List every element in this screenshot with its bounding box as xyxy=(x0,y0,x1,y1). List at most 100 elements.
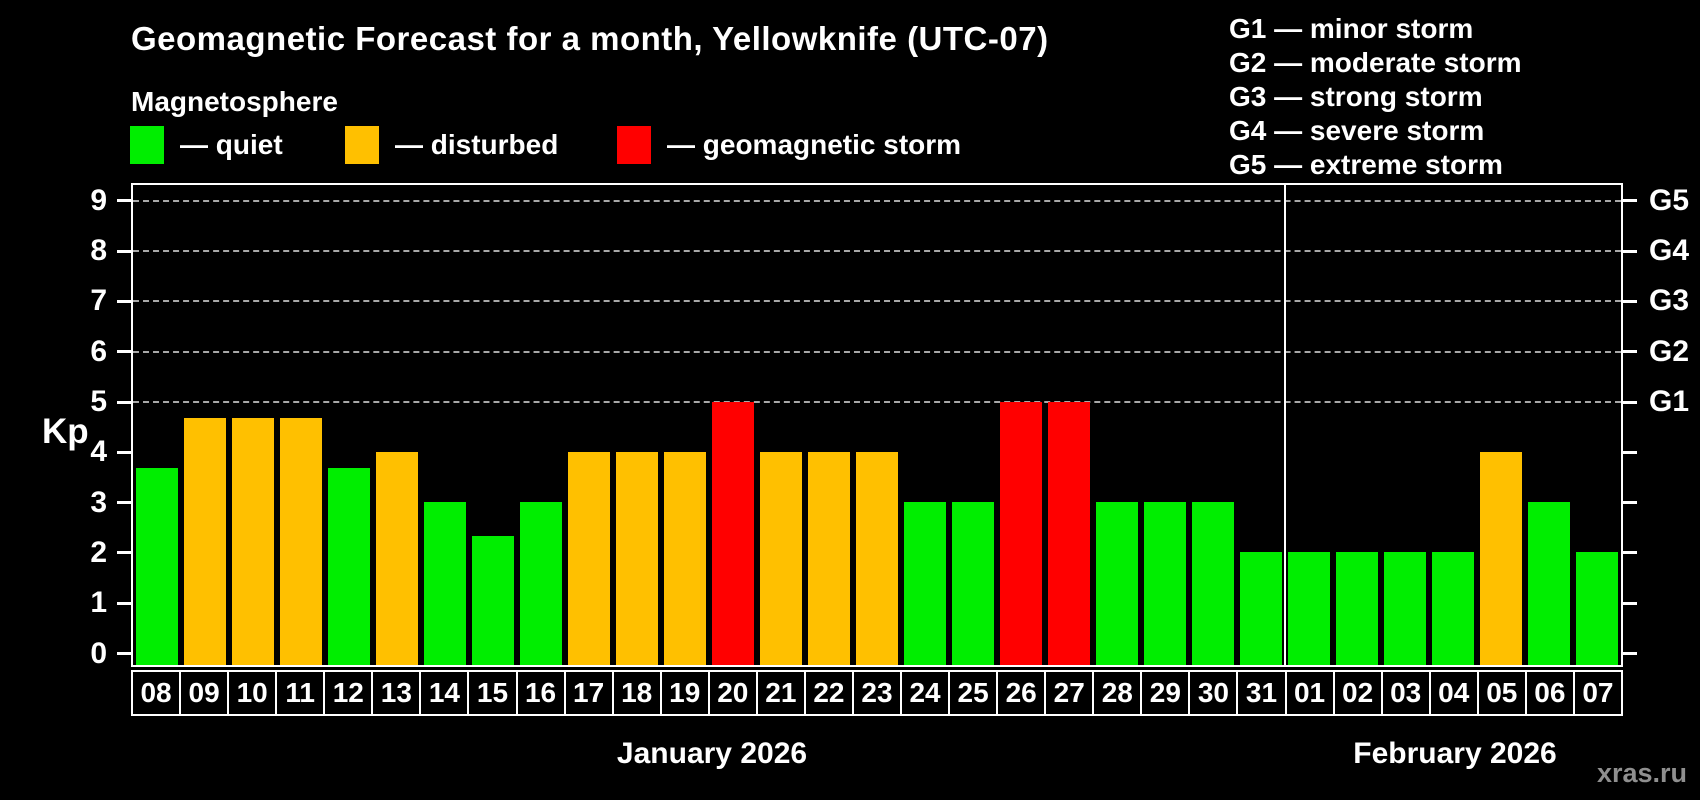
gridline-kp7 xyxy=(133,300,1621,303)
y-axis-tick xyxy=(1623,501,1637,505)
kp-bar xyxy=(1000,401,1042,665)
kp-bar xyxy=(472,535,514,665)
kp-bar xyxy=(1576,552,1618,665)
watermark: xras.ru xyxy=(1596,758,1687,788)
day-label: 14 xyxy=(419,670,470,716)
y-axis-tick xyxy=(117,551,131,555)
g-axis-label: G3 xyxy=(1649,284,1690,318)
day-label: 25 xyxy=(948,670,999,716)
kp-bar xyxy=(1480,451,1522,665)
g-scale-legend: G1 — minor storm G2 — moderate storm G3 … xyxy=(1229,12,1522,182)
disturbed-swatch xyxy=(345,126,379,164)
day-label: 01 xyxy=(1284,670,1335,716)
month-label-january: January 2026 xyxy=(616,737,808,770)
day-label: 31 xyxy=(1236,670,1287,716)
g1-legend-line: G1 — minor storm xyxy=(1229,13,1474,44)
y-axis-tick xyxy=(117,400,131,404)
kp-bar xyxy=(184,418,226,665)
kp-bar xyxy=(664,451,706,665)
g-axis-label: G2 xyxy=(1649,334,1690,368)
day-label: 15 xyxy=(467,670,518,716)
legend-item-quiet: — quiet xyxy=(130,126,283,164)
kp-bar xyxy=(904,502,946,665)
kp-bar xyxy=(760,451,802,665)
y-axis-label: 8 xyxy=(90,234,107,268)
day-label: 12 xyxy=(323,670,374,716)
day-label: 29 xyxy=(1140,670,1191,716)
y-axis-tick xyxy=(1623,199,1637,203)
day-label: 20 xyxy=(707,670,758,716)
y-axis-tick xyxy=(117,652,131,655)
day-label: 27 xyxy=(1044,670,1095,716)
day-label: 28 xyxy=(1092,670,1143,716)
kp-bar xyxy=(568,451,610,665)
day-label: 18 xyxy=(611,670,662,716)
day-label: 10 xyxy=(227,670,278,716)
y-axis-tick xyxy=(117,501,131,505)
kp-bar xyxy=(616,451,658,665)
g4-legend-line: G4 — severe storm xyxy=(1229,115,1485,146)
day-label: 07 xyxy=(1572,670,1623,716)
legend-label-disturbed: — disturbed xyxy=(395,129,559,160)
kp-bar xyxy=(712,401,754,665)
kp-bar xyxy=(1432,552,1474,665)
day-label: 02 xyxy=(1332,670,1383,716)
y-axis-tick xyxy=(1623,652,1637,655)
day-label: 26 xyxy=(996,670,1047,716)
magnetosphere-label: Magnetosphere xyxy=(131,86,338,117)
y-axis-label: 2 xyxy=(90,535,107,569)
y-axis-label: 7 xyxy=(90,284,107,318)
kp-bar xyxy=(856,451,898,665)
day-label: 16 xyxy=(515,670,566,716)
g5-legend-line: G5 — extreme storm xyxy=(1229,149,1503,180)
kp-bar xyxy=(232,418,274,665)
kp-bar xyxy=(1528,502,1570,665)
g2-legend-line: G2 — moderate storm xyxy=(1229,47,1522,78)
y-axis-label: 3 xyxy=(90,485,107,519)
kp-bar xyxy=(328,468,370,665)
day-label: 03 xyxy=(1380,670,1431,716)
kp-bar xyxy=(1096,502,1138,665)
day-label: 23 xyxy=(851,670,902,716)
kp-bar xyxy=(376,451,418,665)
y-axis-tick xyxy=(117,350,131,354)
month-divider-line xyxy=(1284,185,1286,665)
day-label: 30 xyxy=(1188,670,1239,716)
day-label: 21 xyxy=(755,670,806,716)
y-axis-label: 4 xyxy=(90,435,107,469)
month-label-february: February 2026 xyxy=(1353,737,1557,770)
x-axis-day-labels: 08 09 10 11 12 13 14 15 16 17 18 19 20 21 22 23 24 25 26 27… xyxy=(131,670,1623,716)
day-label: 13 xyxy=(371,670,422,716)
kp-bar xyxy=(136,468,178,665)
y-axis-title: Kp xyxy=(42,412,89,451)
y-axis-tick xyxy=(1623,249,1637,253)
gridline-kp9 xyxy=(133,199,1621,202)
day-label: 11 xyxy=(275,670,326,716)
y-axis-label: 1 xyxy=(90,586,107,620)
day-label: 04 xyxy=(1428,670,1479,716)
day-label: 19 xyxy=(659,670,710,716)
y-axis-tick xyxy=(117,249,131,253)
g-axis-label: G1 xyxy=(1649,385,1690,418)
y-axis-label: 9 xyxy=(90,183,107,217)
kp-bar xyxy=(1048,401,1090,665)
y-axis-tick xyxy=(1623,299,1637,303)
kp-bar xyxy=(808,451,850,665)
storm-swatch xyxy=(617,126,651,164)
page-title: Geomagnetic Forecast for a month, Yellow… xyxy=(131,20,1049,57)
y-axis-label: 0 xyxy=(90,636,107,670)
kp-bar xyxy=(1288,552,1330,665)
y-axis-tick xyxy=(1623,400,1637,404)
day-label: 08 xyxy=(131,670,182,716)
g-axis-label: G4 xyxy=(1649,234,1690,268)
legend-label-quiet: — quiet xyxy=(180,129,283,160)
y-axis-tick xyxy=(1623,450,1637,454)
kp-bar xyxy=(1336,552,1378,665)
g-axis-label: G5 xyxy=(1649,183,1690,217)
gridline-kp8 xyxy=(133,250,1621,253)
kp-bar xyxy=(1384,552,1426,665)
gridline-kp5 xyxy=(133,401,1621,403)
day-label: 24 xyxy=(900,670,951,716)
y-axis-label: 6 xyxy=(90,334,107,368)
